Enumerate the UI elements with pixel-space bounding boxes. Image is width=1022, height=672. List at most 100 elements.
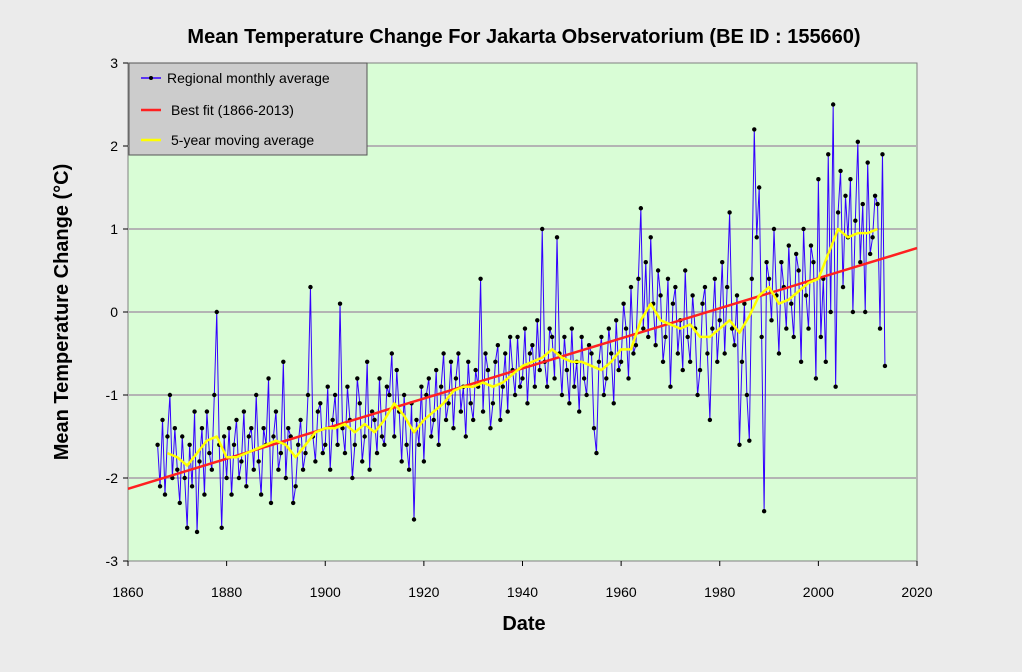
monthly-point: [705, 351, 710, 356]
monthly-point: [567, 401, 572, 406]
monthly-point: [843, 193, 848, 198]
monthly-point: [318, 401, 323, 406]
monthly-point: [197, 459, 202, 464]
monthly-point: [680, 367, 685, 373]
monthly-point: [515, 334, 520, 340]
monthly-point: [613, 318, 619, 323]
monthly-point: [187, 442, 192, 447]
monthly-point: [865, 160, 870, 165]
monthly-point: [374, 450, 380, 456]
monthly-point: [877, 326, 883, 331]
monthly-point: [754, 235, 759, 240]
monthly-point: [478, 276, 483, 281]
monthly-point: [742, 301, 747, 306]
monthly-point: [623, 326, 629, 331]
monthly-point: [419, 384, 424, 389]
monthly-point: [796, 268, 801, 273]
monthly-point: [596, 359, 602, 364]
monthly-point: [872, 193, 878, 198]
monthly-point: [789, 301, 794, 306]
monthly-point: [300, 467, 306, 472]
monthly-point: [739, 359, 745, 364]
monthly-point: [589, 351, 594, 356]
monthly-point: [236, 475, 242, 481]
monthly-point: [764, 260, 769, 265]
monthly-point: [683, 268, 688, 273]
monthly-point: [219, 525, 224, 530]
monthly-point: [601, 392, 607, 398]
monthly-series: [155, 102, 888, 535]
monthly-point: [803, 293, 809, 298]
monthly-point: [618, 359, 624, 364]
monthly-point: [633, 343, 639, 348]
monthly-point: [392, 434, 397, 439]
monthly-point: [266, 376, 271, 381]
monthly-point: [483, 351, 488, 356]
monthly-point: [258, 492, 264, 497]
monthly-point: [293, 484, 298, 489]
monthly-point: [729, 326, 735, 331]
monthly-point: [431, 417, 436, 423]
monthly-point: [355, 376, 360, 381]
monthly-point: [791, 334, 796, 340]
monthly-point: [234, 417, 239, 423]
monthly-point: [833, 384, 838, 389]
monthly-point: [641, 326, 646, 331]
monthly-point: [771, 226, 777, 232]
monthly-point: [549, 334, 555, 340]
monthly-point: [626, 376, 631, 381]
monthly-point: [320, 450, 325, 456]
monthly-point: [734, 293, 740, 298]
monthly-point: [727, 210, 732, 215]
monthly-point: [498, 417, 503, 423]
monthly-point: [389, 351, 395, 356]
monthly-point: [241, 409, 247, 414]
monthly-point: [547, 326, 552, 331]
monthly-point: [655, 268, 661, 273]
monthly-point: [468, 401, 473, 406]
monthly-point: [697, 367, 703, 373]
monthly-point: [769, 318, 774, 323]
monthly-point: [823, 359, 828, 364]
monthly-point: [167, 392, 173, 398]
monthly-point: [251, 467, 256, 472]
monthly-point: [434, 367, 439, 373]
monthly-point: [512, 392, 518, 398]
monthly-point: [429, 434, 434, 439]
monthly-point: [776, 351, 782, 356]
monthly-point: [720, 260, 725, 265]
monthly-point: [591, 426, 597, 431]
monthly-point: [345, 384, 350, 389]
monthly-point: [564, 367, 570, 373]
monthly-point: [485, 367, 491, 373]
x-tick-label: 1920: [408, 584, 439, 600]
monthly-point: [204, 409, 210, 414]
y-axis-title: Mean Temperature Change (°C): [51, 164, 73, 461]
monthly-point: [448, 359, 454, 364]
monthly-point: [438, 384, 444, 389]
monthly-point: [798, 359, 804, 364]
monthly-point: [281, 359, 286, 364]
legend: Regional monthly average Best fit (1866-…: [128, 62, 368, 156]
monthly-point: [180, 434, 185, 439]
monthly-point: [357, 401, 362, 406]
monthly-point: [199, 426, 205, 431]
monthly-point: [863, 309, 868, 315]
x-tick-label: 1860: [112, 584, 143, 600]
monthly-point: [290, 500, 296, 506]
monthly-point: [559, 392, 565, 398]
monthly-point: [221, 434, 227, 439]
monthly-point: [732, 343, 737, 348]
monthly-point: [212, 392, 217, 398]
monthly-point: [155, 442, 160, 447]
monthly-point: [207, 450, 212, 456]
monthly-point: [537, 367, 542, 373]
y-tick-label: -2: [106, 470, 119, 486]
monthly-point: [495, 343, 501, 348]
monthly-point: [848, 177, 853, 182]
monthly-point: [456, 351, 461, 356]
legend-marker-monthly: [149, 76, 153, 80]
monthly-point: [194, 529, 200, 535]
monthly-point: [759, 334, 764, 340]
